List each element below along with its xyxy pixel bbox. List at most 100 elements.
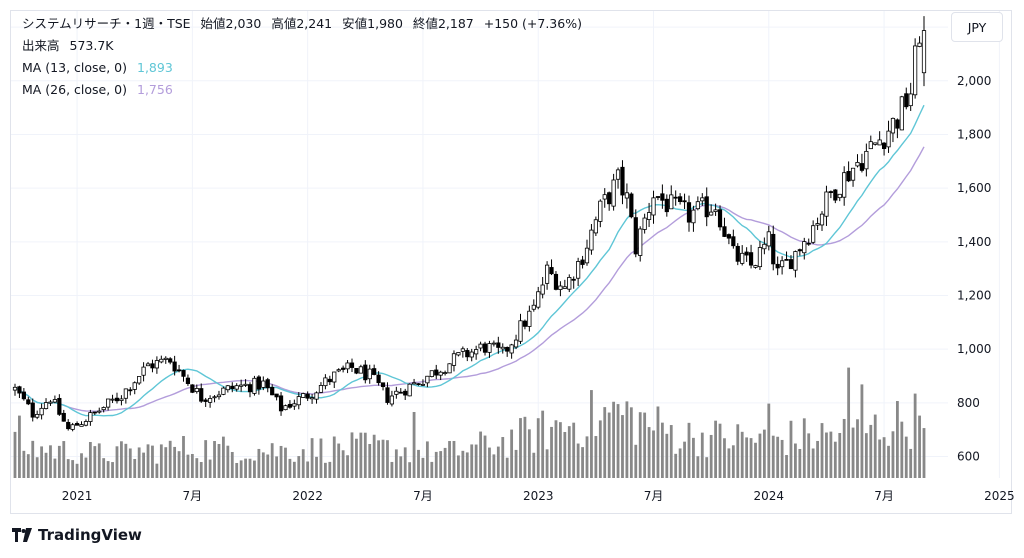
volume-bar [146, 444, 150, 478]
candle-body [128, 389, 133, 392]
volume-bar [864, 433, 868, 478]
volume-bar [430, 461, 434, 478]
candle-body [363, 364, 368, 381]
candle-body [917, 42, 922, 47]
candle-body [886, 130, 891, 148]
candle-body [819, 213, 825, 226]
currency-button[interactable]: JPY [951, 12, 1003, 42]
candle-body [114, 397, 120, 402]
candle-body [137, 376, 142, 384]
candle-body [695, 201, 700, 210]
volume-bar [213, 441, 216, 478]
volume-bar [102, 458, 106, 478]
x-tick-label: 2024 [754, 489, 785, 503]
candle-body [389, 395, 395, 405]
candle-body [713, 209, 718, 212]
volume-bar [492, 454, 496, 478]
candle-body [185, 377, 191, 384]
candle-body [309, 397, 315, 400]
candle-body [30, 402, 35, 418]
candle-body [451, 353, 457, 366]
candle-body [469, 351, 474, 358]
volume-bar [137, 447, 141, 478]
candle-body [110, 398, 115, 401]
candle-body [607, 192, 612, 205]
candle-body [850, 167, 856, 181]
volume-bar [789, 420, 793, 478]
volume-bar [767, 403, 771, 478]
volume-bar [182, 436, 185, 478]
volume-bar [887, 445, 890, 478]
volume-bar [71, 460, 75, 478]
candle-body [629, 193, 634, 218]
volume-bar [820, 423, 824, 478]
volume-bar [771, 435, 775, 478]
volume-bar [53, 458, 57, 478]
candle-body [287, 403, 293, 408]
candle-body [890, 117, 896, 134]
volume-bar [359, 432, 363, 478]
y-tick-label: 2,000 [957, 74, 991, 88]
candle-body [522, 320, 528, 327]
candle-body [327, 378, 332, 383]
volume-bar [279, 445, 283, 478]
candle-body [726, 234, 731, 239]
volume-bar [151, 445, 154, 478]
ma26-legend[interactable]: MA (26, close, 0) 1,756 [22, 82, 179, 98]
candle-body [740, 252, 745, 264]
ma26-value: 1,756 [137, 82, 173, 97]
volume-bar [44, 452, 48, 478]
candle-body [815, 223, 820, 226]
candle-body [536, 291, 541, 308]
ma13-legend[interactable]: MA (13, close, 0) 1,893 [22, 60, 179, 76]
x-tick-label: 2021 [62, 489, 93, 503]
volume-bar [616, 404, 620, 478]
volume-bar [319, 438, 323, 478]
volume-bar [75, 463, 79, 478]
candle-body [234, 385, 239, 390]
volume-bar [718, 423, 722, 478]
candle-body [154, 360, 159, 369]
candle-body [775, 263, 780, 269]
y-tick-label: 1,600 [957, 181, 991, 195]
candle-body [678, 196, 683, 202]
volume-bar [403, 447, 407, 478]
volume-bar [882, 437, 886, 478]
candle-body [57, 397, 62, 415]
candle-body [602, 194, 607, 200]
volume-bar [350, 432, 354, 478]
volume-bar [873, 414, 877, 478]
candle-body [474, 349, 479, 355]
candle-body [784, 258, 789, 261]
volume-bar [173, 446, 177, 478]
volume-bar [301, 449, 305, 478]
candle-body [651, 197, 656, 216]
candle-body [216, 394, 222, 398]
candle-body [225, 385, 230, 391]
candle-body [212, 396, 217, 399]
candle-body [274, 393, 279, 398]
volume-bar [368, 443, 372, 478]
candle-body [811, 225, 816, 243]
volume-bar [13, 431, 17, 478]
volume-bar [559, 422, 562, 478]
candle-body [376, 374, 381, 384]
volume-bar [106, 461, 110, 478]
candle-body [611, 179, 616, 207]
ma26-line [14, 146, 925, 412]
volume-bar [40, 446, 44, 478]
volume-bar [572, 422, 576, 478]
candle-body [141, 366, 146, 376]
candle-body [261, 380, 266, 388]
volume-bar [323, 462, 327, 478]
brand-logo[interactable]: TradingView [12, 526, 142, 544]
volume-bar [647, 427, 651, 478]
candle-body [176, 369, 182, 372]
candle-body [88, 412, 93, 422]
volume-bar [523, 416, 527, 478]
volume-bar [124, 443, 128, 478]
candle-body [39, 407, 44, 416]
symbol-label: システムリサーチ・1週・TSE [22, 16, 191, 31]
candle-body [416, 383, 421, 386]
